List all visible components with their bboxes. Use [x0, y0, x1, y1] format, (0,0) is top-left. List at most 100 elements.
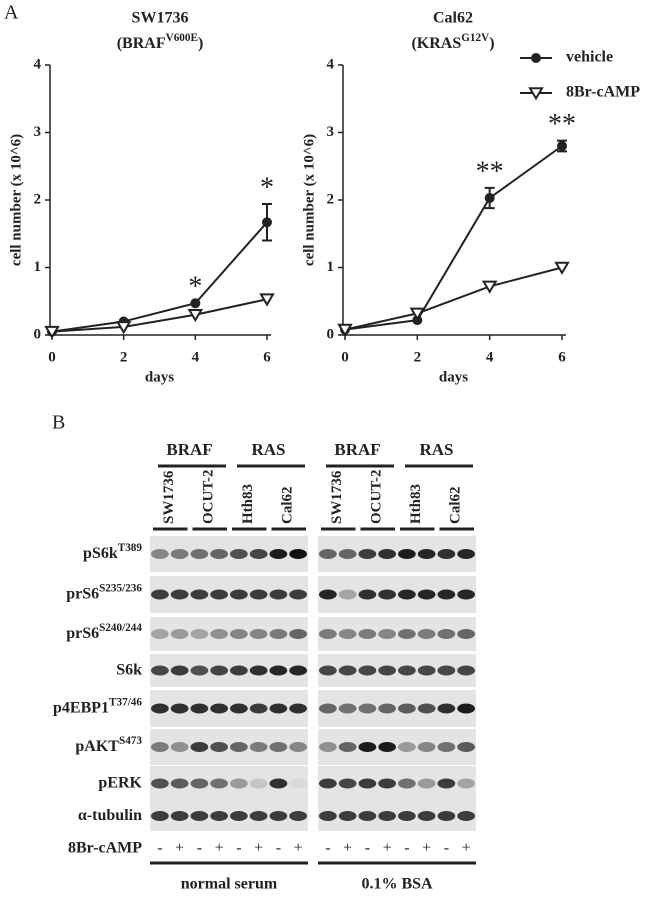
- blot-band: [230, 811, 248, 821]
- point: [554, 261, 570, 275]
- treatment-sign: +: [175, 840, 184, 857]
- blot-band: [269, 742, 288, 752]
- chart-subtitle: (BRAFV600E): [117, 32, 204, 52]
- blot-band: [437, 629, 456, 639]
- blot-band: [358, 811, 377, 821]
- blot-band: [378, 703, 396, 714]
- blot-band: [457, 549, 475, 559]
- blot-band: [457, 811, 475, 821]
- blot-band: [249, 549, 268, 559]
- blot-band: [437, 665, 456, 676]
- blot-band: [151, 703, 169, 714]
- blot-band: [170, 778, 189, 789]
- significance: *: [260, 172, 274, 203]
- blot-band: [358, 703, 377, 714]
- cell-line-label: Cal62: [280, 487, 296, 525]
- blot-band: [378, 778, 396, 789]
- significance: *: [188, 272, 202, 303]
- legend-label: vehicle: [566, 49, 613, 66]
- blot-band: [417, 811, 436, 821]
- blot-band: [338, 665, 357, 676]
- group-label: BRAF: [334, 440, 380, 459]
- x-tick-label: 2: [120, 349, 128, 365]
- y-tick-label: 3: [34, 124, 42, 140]
- blot-band: [319, 703, 337, 714]
- chart-title: Cal62: [433, 10, 473, 27]
- blot-band: [289, 665, 307, 676]
- y-tick-label: 4: [327, 56, 335, 72]
- blot-band: [417, 549, 436, 559]
- cell-line-label: SW1736: [329, 470, 345, 524]
- blot-band: [170, 589, 189, 600]
- blot-band: [378, 811, 396, 821]
- text-part: (BRAF: [117, 35, 166, 52]
- blot-band: [230, 703, 248, 714]
- cell-line-label: Cal62: [448, 487, 464, 525]
- blot-band: [170, 665, 189, 676]
- blot-band: [269, 778, 288, 789]
- y-tick-label: 4: [34, 56, 42, 72]
- blot-band: [269, 549, 288, 559]
- point: [262, 217, 272, 228]
- blot-band: [170, 703, 189, 714]
- blot-band: [289, 549, 307, 559]
- blot-band: [269, 703, 288, 714]
- treatment-sign: -: [236, 840, 241, 857]
- blot-band: [398, 629, 416, 639]
- blot-band: [190, 665, 209, 676]
- y-tick-label: 0: [327, 326, 335, 342]
- treatment-sign: +: [215, 840, 224, 857]
- row-label: α-tubulin: [78, 807, 142, 824]
- series-line: [344, 266, 563, 331]
- blot-band: [358, 629, 377, 639]
- x-tick-label: 4: [192, 349, 200, 365]
- cell-line-label: SW1736: [161, 470, 177, 524]
- treatment-sign: +: [254, 840, 263, 857]
- blot-band: [437, 549, 456, 559]
- point: [190, 298, 201, 309]
- treatment-sign: +: [294, 840, 303, 857]
- blot-band: [378, 549, 396, 559]
- text-part: α-tubulin: [78, 807, 142, 824]
- blot-band: [398, 742, 416, 752]
- blot-band: [417, 742, 436, 752]
- blot-band: [289, 778, 307, 789]
- blot-band: [249, 703, 268, 714]
- blot-band: [210, 811, 228, 821]
- blot-band: [338, 742, 357, 752]
- row-label: prS6S240/244: [66, 622, 142, 642]
- blot-band: [210, 742, 228, 752]
- text-part: S6k: [116, 661, 142, 678]
- blot-band: [319, 811, 337, 821]
- blot-band: [358, 589, 377, 600]
- x-tick-label: 6: [263, 349, 271, 365]
- point: [187, 308, 204, 323]
- text-part: ): [489, 35, 494, 52]
- x-tick-label: 0: [48, 349, 56, 365]
- blot-band: [398, 589, 416, 600]
- blot-band: [378, 742, 396, 752]
- cell-line-label: Hth83: [408, 484, 424, 524]
- text-part: pS6k: [83, 545, 118, 562]
- y-tick-label: 1: [327, 259, 335, 275]
- blot-band: [170, 549, 189, 559]
- blot-band: [190, 811, 209, 821]
- point: [409, 307, 426, 321]
- cell-line-label: Hth83: [240, 484, 256, 524]
- blot-band: [230, 742, 248, 752]
- point: [115, 321, 132, 335]
- blot-band: [170, 742, 189, 752]
- blot-band: [457, 742, 475, 752]
- blot-band: [319, 629, 337, 639]
- blot-band: [398, 811, 416, 821]
- treatment-sign: -: [404, 840, 409, 857]
- blot-band: [417, 778, 436, 789]
- blot-band: [151, 742, 169, 752]
- blot-band: [378, 629, 396, 639]
- legend-marker: [531, 53, 541, 63]
- text-part: p4EBP1: [53, 699, 109, 716]
- significance: **: [476, 156, 504, 187]
- point: [259, 293, 275, 307]
- blot-band: [378, 665, 396, 676]
